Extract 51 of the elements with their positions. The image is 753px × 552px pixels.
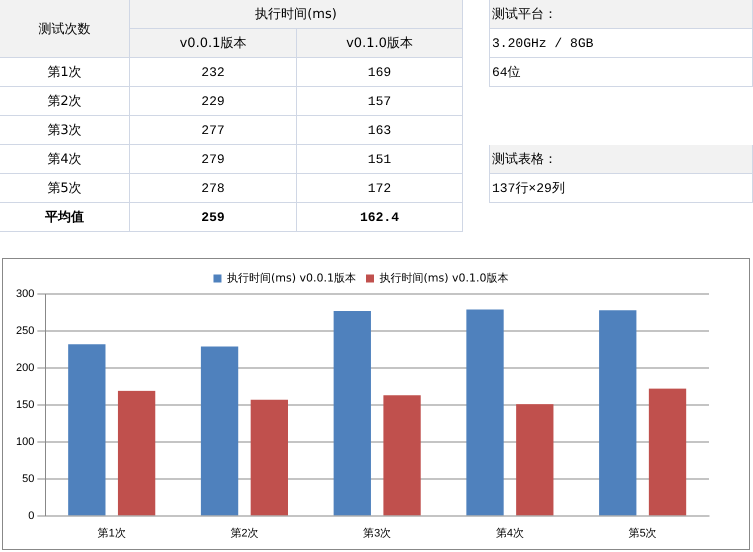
text: 229 (130, 87, 297, 116)
bar (200, 346, 238, 516)
text: 232 (130, 58, 297, 87)
x-tick-label: 第3次 (363, 527, 392, 540)
text: 第3次 (0, 116, 130, 145)
bar (250, 400, 288, 516)
text: 64位 (489, 58, 753, 87)
bar (68, 344, 106, 516)
text: v0.1.0版本 (297, 29, 463, 58)
bar (383, 395, 421, 516)
text: 第1次 (0, 58, 130, 87)
text: 137行×29列 (489, 174, 753, 203)
legend-label: 执行时间(ms) v0.1.0版本 (380, 271, 509, 284)
text: 277 (130, 116, 297, 145)
bar (516, 404, 554, 516)
y-tick-label: 50 (22, 472, 34, 485)
x-tick-label: 第5次 (628, 527, 657, 540)
text: 157 (297, 87, 463, 116)
x-tick-label: 第2次 (230, 527, 259, 540)
text: 169 (297, 58, 463, 87)
text: 259 (130, 203, 297, 232)
text: 测试平台： (489, 0, 753, 29)
text: 测试次数 (0, 0, 130, 58)
text: 3.20GHz / 8GB (489, 29, 753, 58)
bar (599, 310, 636, 516)
x-tick-label: 第4次 (496, 527, 524, 540)
y-tick-label: 0 (28, 510, 34, 522)
y-tick-label: 200 (16, 362, 34, 374)
text: 163 (297, 116, 463, 145)
bar (466, 310, 504, 516)
text: 平均值 (0, 203, 130, 232)
text: 162.4 (297, 203, 463, 232)
text: 测试表格： (489, 145, 753, 174)
bar (648, 388, 686, 516)
text: 151 (297, 145, 463, 174)
x-tick-label: 第1次 (98, 527, 126, 540)
y-tick-label: 300 (16, 288, 34, 300)
text: 278 (130, 174, 297, 203)
text: 172 (297, 174, 463, 203)
text: 第5次 (0, 174, 130, 203)
bar (334, 311, 371, 516)
text: 第4次 (0, 145, 130, 174)
y-tick-label: 250 (16, 325, 34, 337)
text: 279 (130, 145, 297, 174)
legend-label: 执行时间(ms) v0.0.1版本 (226, 271, 356, 284)
text: 执行时间(ms) (130, 0, 463, 29)
text: 第2次 (0, 87, 130, 116)
y-tick-label: 150 (16, 398, 34, 411)
bar (118, 390, 156, 516)
y-tick-label: 100 (16, 436, 34, 448)
text: v0.0.1版本 (130, 29, 297, 58)
